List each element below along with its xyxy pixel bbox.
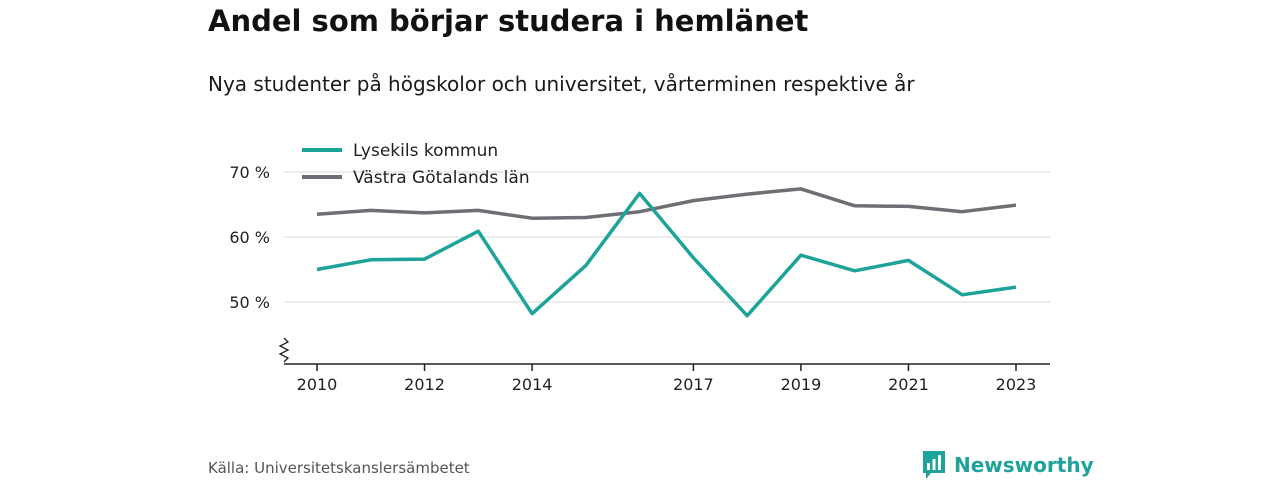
x-tick-label: 2017 (673, 375, 714, 394)
x-tick-label: 2021 (888, 375, 929, 394)
x-tick-label: 2023 (996, 375, 1037, 394)
brand-name: Newsworthy (954, 453, 1094, 477)
newsworthy-logo-icon (923, 451, 945, 479)
x-tick-label: 2014 (512, 375, 553, 394)
y-tick-label: 50 % (229, 293, 270, 312)
x-axis-ticks: 2010 2012 2014 2017 2019 2021 2023 (297, 364, 1037, 394)
y-tick-label: 70 % (229, 163, 270, 182)
x-tick-label: 2019 (781, 375, 822, 394)
x-axis (278, 337, 1050, 365)
gridlines (284, 171, 1050, 303)
y-tick-label: 60 % (229, 228, 270, 247)
legend-label: Lysekils kommun (353, 141, 498, 161)
series-line (316, 187, 1017, 220)
legend: Lysekils kommun Västra Götalands län (302, 141, 530, 188)
line-chart: 50 % 60 % 70 % 2010 2012 2014 2017 2019 2021 202… (229, 141, 1050, 394)
x-tick-label: 2012 (404, 375, 445, 394)
brand-logo: Newsworthy (922, 450, 1094, 480)
x-tick-label: 2010 (297, 375, 338, 394)
chart-title: Andel som börjar studera i hemlänet (208, 4, 809, 38)
series-line (316, 191, 1017, 318)
chart-subtitle: Nya studenter på högskolor och universit… (208, 72, 915, 96)
series-lines (316, 187, 1017, 318)
axis-break-icon (278, 337, 290, 363)
legend-label: Västra Götalands län (353, 168, 530, 188)
y-axis-ticks: 50 % 60 % 70 % (229, 163, 270, 312)
source-note: Källa: Universitetskanslersämbetet (208, 459, 470, 477)
